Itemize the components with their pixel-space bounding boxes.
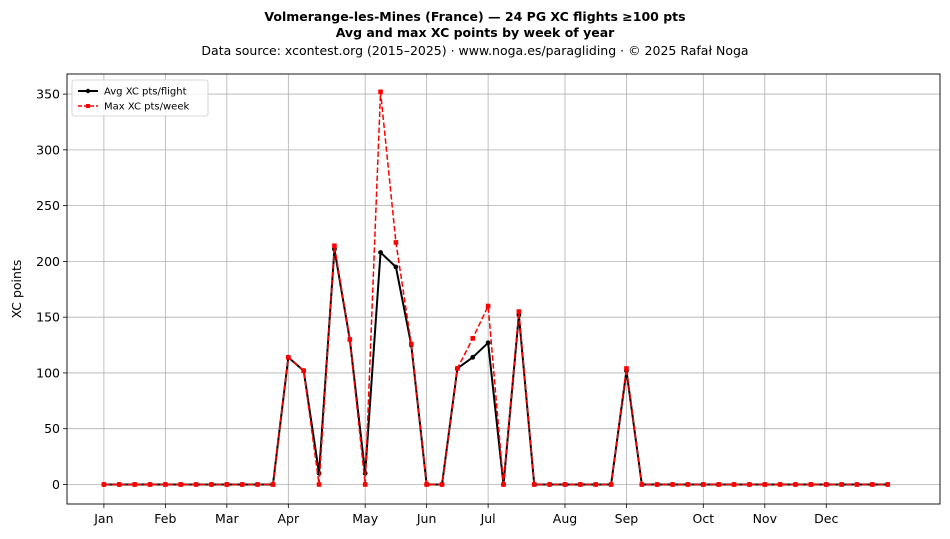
max-point <box>408 341 414 347</box>
max-point <box>793 482 798 487</box>
x-tick-label: Feb <box>154 511 176 526</box>
max-point <box>132 482 137 487</box>
y-tick-label: 350 <box>36 87 60 102</box>
max-point <box>885 482 891 487</box>
max-point <box>101 482 107 487</box>
max-point <box>670 482 675 487</box>
series-line-avg-xc-pts-per-flight <box>103 248 888 486</box>
x-tick-label: Jan <box>93 511 113 526</box>
max-point <box>178 482 184 487</box>
max-point <box>654 482 660 487</box>
y-tick-label: 50 <box>44 421 60 436</box>
max-point <box>731 482 737 487</box>
legend-label-max: Max XC pts/week <box>104 102 189 113</box>
y-tick-label: 0 <box>52 477 60 492</box>
avg-point <box>470 354 476 360</box>
y-tick-label: 200 <box>36 254 60 269</box>
max-point <box>378 89 383 95</box>
max-point <box>286 355 291 360</box>
max-point <box>639 482 645 487</box>
y-tick-label: 100 <box>36 365 60 380</box>
max-point <box>516 309 522 314</box>
x-tick-label: Jul <box>480 511 496 526</box>
max-point <box>608 482 614 487</box>
max-point <box>562 482 568 487</box>
max-point <box>393 240 399 245</box>
max-point <box>716 482 721 487</box>
max-point <box>701 482 706 487</box>
max-point <box>624 366 629 371</box>
max-point <box>762 482 768 487</box>
y-tick-label: 150 <box>36 310 60 325</box>
x-tick-label: May <box>352 511 378 526</box>
x-tick-label: Dec <box>814 511 838 526</box>
max-point <box>470 336 476 341</box>
grid <box>67 74 940 504</box>
max-point <box>301 368 306 374</box>
chart-subtitle: Avg and max XC points by week of year <box>335 25 615 40</box>
max-point <box>239 482 245 487</box>
max-point <box>424 482 429 487</box>
max-point <box>578 482 583 487</box>
max-point <box>147 482 153 487</box>
max-point <box>224 482 230 487</box>
legend-box <box>71 79 209 117</box>
plot-frame <box>66 73 941 505</box>
x-tick-label: Nov <box>753 511 778 526</box>
axes: 0 50 100 150 200 250 300 350 Jan Feb Mar Apr May Jun J… <box>9 73 941 526</box>
x-tick-label: Oct <box>692 511 714 526</box>
x-tick-label: Sep <box>615 511 639 526</box>
max-point <box>116 482 122 487</box>
max-point <box>823 482 829 487</box>
legend-label-avg: Avg XC pts/flight <box>104 87 187 98</box>
max-point <box>531 482 537 487</box>
max-point <box>163 482 168 487</box>
y-tick-label: 250 <box>36 198 60 213</box>
max-point <box>870 482 875 487</box>
avg-point <box>485 340 491 346</box>
legend-marker-avg <box>85 88 91 94</box>
x-tick-label: Aug <box>553 511 577 526</box>
max-point <box>193 482 199 487</box>
y-tick-label: 300 <box>36 142 60 157</box>
max-point <box>685 482 691 487</box>
y-axis-label: XC points <box>9 260 24 319</box>
max-point <box>485 303 491 309</box>
x-tick-label: Apr <box>278 511 300 526</box>
max-point <box>270 482 276 487</box>
max-point <box>439 482 445 487</box>
max-point <box>747 482 752 487</box>
max-point <box>854 482 860 487</box>
data-source-line: Data source: xcontest.org (2015–2025) · … <box>201 43 749 58</box>
max-point <box>362 482 368 487</box>
legend-marker-max <box>86 104 90 108</box>
max-point <box>347 337 353 342</box>
max-point <box>547 482 552 487</box>
max-point <box>316 482 322 487</box>
max-point <box>255 482 260 487</box>
max-point <box>777 482 783 487</box>
chart-title: Volmerange-les-Mines (France) — 24 PG XC… <box>264 9 686 24</box>
max-point <box>209 482 214 487</box>
max-point <box>593 482 599 487</box>
max-point <box>455 366 460 371</box>
legend: Avg XC pts/flight Max XC pts/week <box>71 79 209 117</box>
max-point <box>808 482 814 487</box>
max-point <box>839 482 844 487</box>
series-line-max-xc-pts-per-week <box>103 91 888 486</box>
x-tick-label: Jun <box>416 511 437 526</box>
series <box>101 89 891 487</box>
max-point <box>332 243 337 249</box>
x-tick-label: Mar <box>215 511 239 526</box>
max-point <box>501 482 506 487</box>
avg-point <box>393 264 399 270</box>
avg-point <box>378 250 383 255</box>
